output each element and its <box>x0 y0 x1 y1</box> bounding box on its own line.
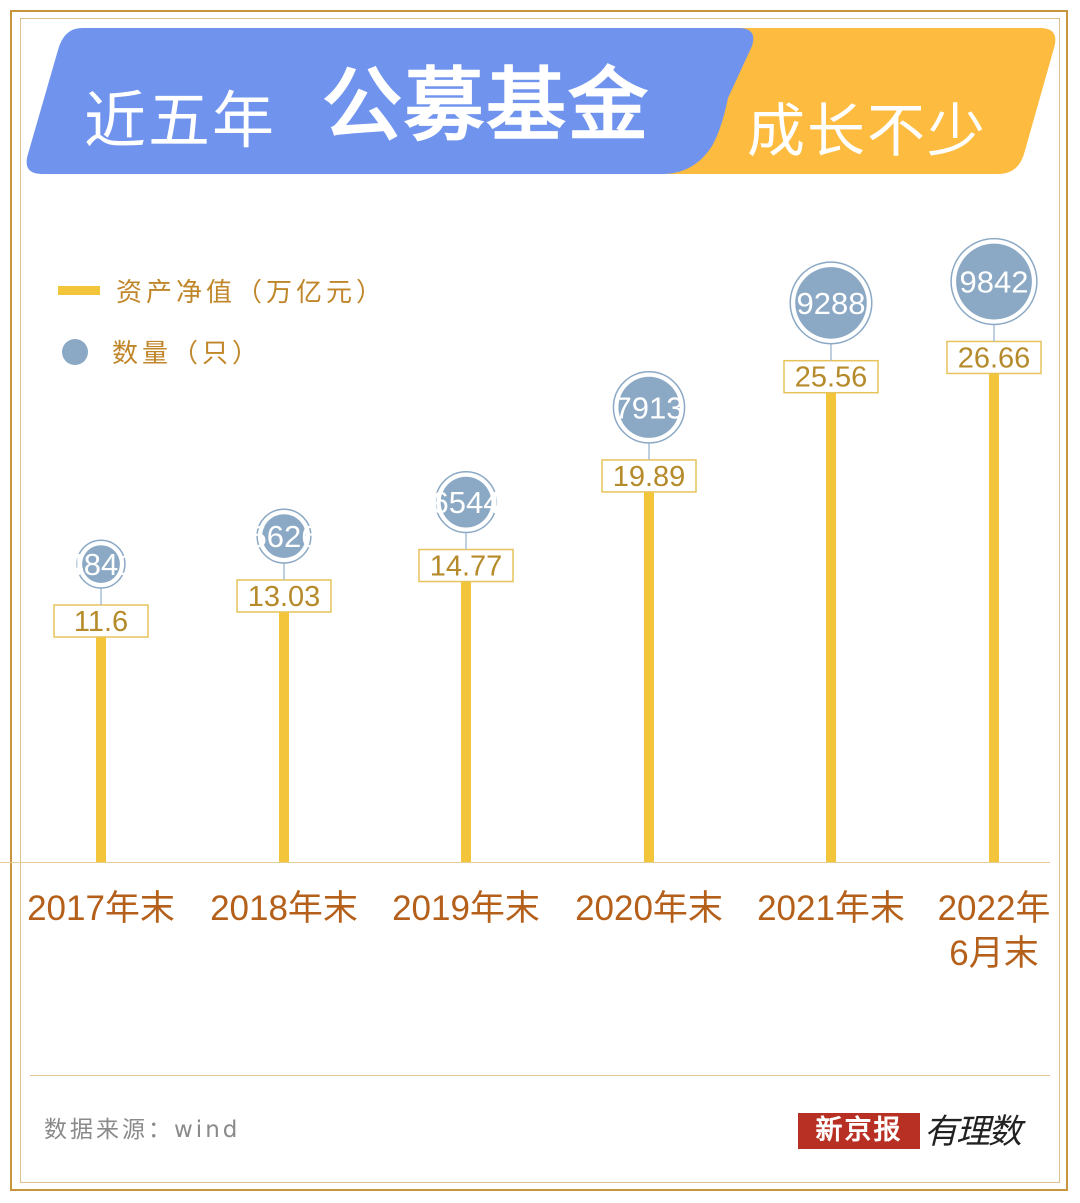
net-assets-value-label: 26.66 <box>958 342 1031 374</box>
count-circle <box>440 476 492 528</box>
chart-baseline <box>0 862 1050 863</box>
outer-frame <box>10 10 1068 1191</box>
category-label: 2021年末 <box>757 889 905 928</box>
data-source: 数据来源：wind <box>44 1117 241 1143</box>
title-part-2: 公募基金 <box>322 59 650 152</box>
category-label: 2022年 <box>938 889 1051 928</box>
publisher-logo: 新京报 <box>798 1113 920 1149</box>
count-circle <box>618 376 680 438</box>
category-label: 2017年末 <box>27 889 175 928</box>
count-circle <box>795 267 867 339</box>
footer-divider <box>30 1075 1050 1076</box>
count-circle <box>262 514 306 558</box>
lollipop-chart: 11.6 4841 2017年末 13.03 5626 2018年末 14.77 6544 20… <box>27 237 1051 973</box>
net-assets-bar <box>461 579 471 862</box>
legend-line-swatch <box>58 286 100 295</box>
count-value-label: 5626 <box>250 519 319 554</box>
legend-label-count: 数量（只） <box>112 339 263 369</box>
count-value-label: 4841 <box>67 547 136 582</box>
net-assets-bar <box>826 390 836 862</box>
net-assets-value-label: 11.6 <box>74 606 128 638</box>
title-part-1: 近五年 <box>84 84 277 157</box>
legend-item-net-assets: 资产净值（万亿元） <box>58 272 386 309</box>
category-label: 2020年末 <box>575 889 723 928</box>
legend-item-count: 数量（只） <box>54 333 262 370</box>
inner-frame <box>20 18 1060 1183</box>
net-assets-bar <box>989 371 999 862</box>
net-assets-label-box <box>418 548 514 583</box>
legend-label-net-assets: 资产净值（万亿元） <box>116 278 387 308</box>
net-assets-bar <box>96 635 106 862</box>
net-assets-bar <box>644 489 654 862</box>
net-assets-label-box <box>53 604 149 638</box>
count-value-label: 6544 <box>432 485 501 520</box>
net-assets-label-box <box>236 579 332 613</box>
count-value-label: 7913 <box>615 390 684 425</box>
category-label: 2019年末 <box>392 889 540 928</box>
net-assets-label-box <box>601 459 697 493</box>
title-banner-shape <box>26 28 1056 174</box>
column-logo: 有理数 <box>924 1112 1022 1152</box>
count-circle <box>956 243 1032 320</box>
net-assets-label-box <box>946 340 1042 375</box>
category-label: 6月末 <box>949 934 1038 973</box>
count-value-label: 9842 <box>960 265 1029 300</box>
title-part-3: 成长不少 <box>747 97 988 165</box>
net-assets-value-label: 14.77 <box>430 551 503 583</box>
net-assets-value-label: 25.56 <box>795 362 868 394</box>
net-assets-value-label: 19.89 <box>613 461 686 493</box>
count-circle <box>82 545 120 583</box>
net-assets-bar <box>279 609 289 862</box>
count-value-label: 9288 <box>797 286 866 321</box>
legend-dot-swatch <box>62 338 88 365</box>
category-label: 2018年末 <box>210 889 358 928</box>
title-banner: 近五年 公募基金 成长不少 <box>22 28 1056 174</box>
net-assets-label-box <box>783 359 879 394</box>
net-assets-value-label: 13.03 <box>248 581 321 613</box>
